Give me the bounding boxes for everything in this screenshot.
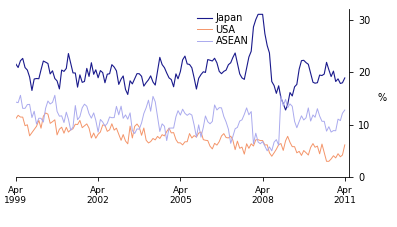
Line: ASEAN: ASEAN xyxy=(16,95,345,151)
Line: USA: USA xyxy=(16,113,345,161)
Line: Japan: Japan xyxy=(16,14,345,110)
Y-axis label: %: % xyxy=(377,93,386,103)
Legend: Japan, USA, ASEAN: Japan, USA, ASEAN xyxy=(196,12,249,47)
